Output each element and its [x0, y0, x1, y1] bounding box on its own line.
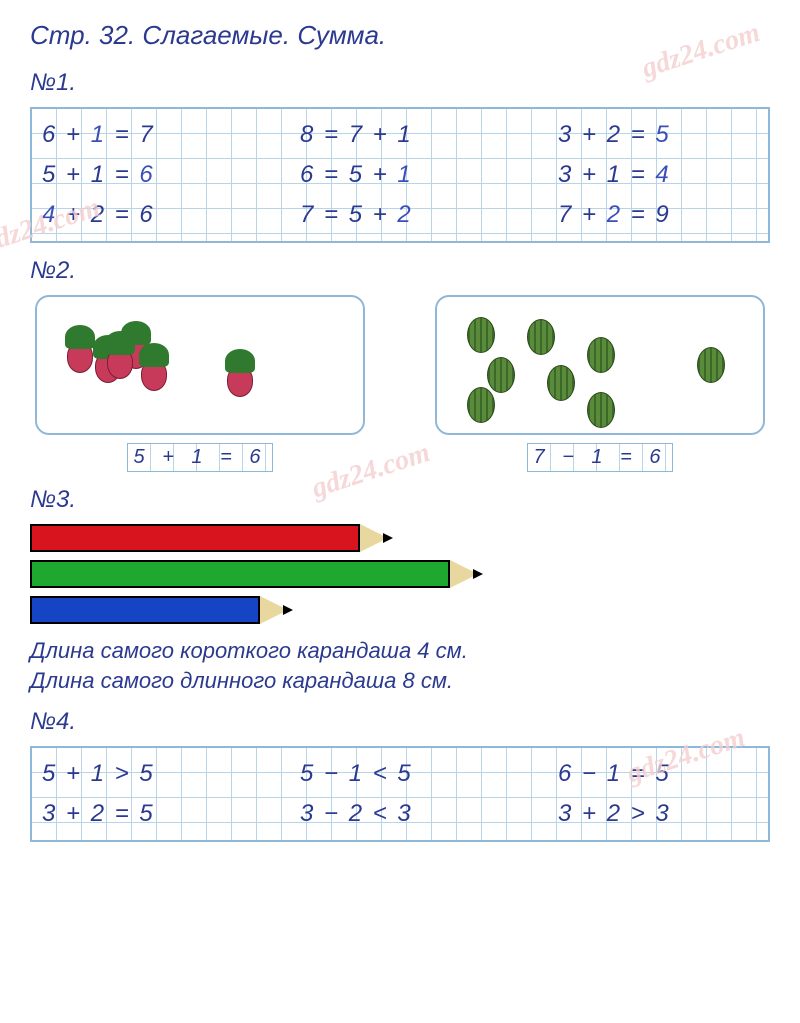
exercise-2-pictures: 5 + 1 = 6 7 − 1 = 6 [30, 295, 770, 472]
pencil-diagram [30, 524, 770, 624]
section-4-label: №4. [30, 708, 770, 736]
section-2-label: №2. [30, 257, 770, 285]
cell: 7 + 2 = 9 [558, 201, 758, 229]
grid4-row2: 3 + 2 = 5 3 − 2 < 3 3 + 2 > 3 [42, 794, 758, 834]
grid1-row3: 4 + 2 = 6 7 = 5 + 2 7 + 2 = 9 [42, 195, 758, 235]
cell: 5 − 1 < 5 [300, 760, 500, 788]
exercise-4-grid: 5 + 1 > 5 5 − 1 < 5 6 − 1 = 5 3 + 2 = 5 … [30, 746, 770, 842]
cell: 5 + 1 = 6 [42, 161, 242, 189]
cell: 4 + 2 = 6 [42, 201, 242, 229]
cell: 6 = 5 + 1 [300, 161, 500, 189]
grid1-row2: 5 + 1 = 6 6 = 5 + 1 3 + 1 = 4 [42, 155, 758, 195]
cell: 3 + 2 > 3 [558, 800, 758, 828]
ex2-left-expression: 5 + 1 = 6 [127, 443, 274, 472]
pencil [30, 524, 770, 552]
exercise-1-grid: 6 + 1 = 7 8 = 7 + 1 3 + 2 = 5 5 + 1 = 6 … [30, 107, 770, 243]
pencil [30, 560, 770, 588]
ex2-right-expression: 7 − 1 = 6 [527, 443, 674, 472]
section-3-label: №3. [30, 486, 770, 514]
page-title: Стр. 32. Слагаемые. Сумма. [30, 20, 770, 51]
cell: 3 + 2 = 5 [42, 800, 242, 828]
cell: 6 − 1 = 5 [558, 760, 758, 788]
pencil [30, 596, 770, 624]
cell: 3 − 2 < 3 [300, 800, 500, 828]
pencil-text-1: Длина самого короткого карандаша 4 см. [30, 638, 770, 664]
cell: 3 + 1 = 4 [558, 161, 758, 189]
grid1-row1: 6 + 1 = 7 8 = 7 + 1 3 + 2 = 5 [42, 115, 758, 155]
section-1-label: №1. [30, 69, 770, 97]
cell: 6 + 1 = 7 [42, 121, 242, 149]
cell: 8 = 7 + 1 [300, 121, 500, 149]
beetle-box [435, 295, 765, 435]
cell: 3 + 2 = 5 [558, 121, 758, 149]
cell: 7 = 5 + 2 [300, 201, 500, 229]
radish-box [35, 295, 365, 435]
grid4-row1: 5 + 1 > 5 5 − 1 < 5 6 − 1 = 5 [42, 754, 758, 794]
pencil-text-2: Длина самого длинного карандаша 8 см. [30, 668, 770, 694]
cell: 5 + 1 > 5 [42, 760, 242, 788]
